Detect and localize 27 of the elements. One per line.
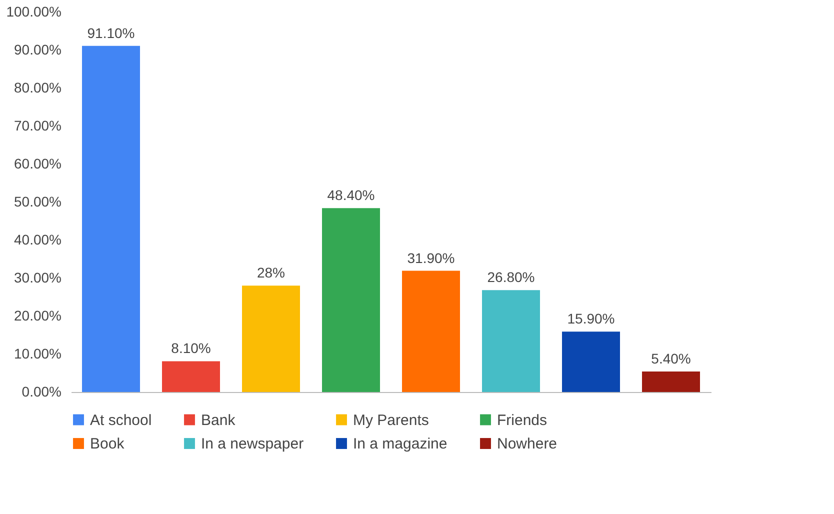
y-tick-label: 100.00% (6, 4, 62, 20)
y-tick-label: 60.00% (14, 156, 62, 172)
y-tick-label: 0.00% (22, 384, 62, 400)
legend-label: In a magazine (353, 436, 448, 452)
y-tick-label: 70.00% (14, 118, 62, 134)
data-label: 91.10% (87, 24, 135, 41)
data-label: 31.90% (407, 250, 455, 266)
y-tick-label: 30.00% (14, 270, 62, 286)
legend-label: Nowhere (497, 436, 558, 452)
legend-label: Book (90, 436, 125, 452)
y-tick-label: 80.00% (14, 80, 62, 96)
legend-label: Bank (201, 412, 236, 429)
legend-label: In a newspaper (201, 436, 304, 452)
y-tick-label: 10.00% (14, 346, 62, 362)
data-label: 5.40% (651, 350, 691, 366)
data-label: 48.40% (327, 187, 375, 204)
legend-label: At school (90, 412, 152, 429)
data-label: 8.10% (171, 340, 211, 356)
data-label: 15.90% (567, 310, 615, 327)
y-tick-label: 50.00% (14, 194, 62, 210)
data-label: 26.80% (487, 269, 535, 286)
legend-label: My Parents (353, 412, 429, 429)
y-tick-label: 20.00% (14, 308, 62, 324)
y-tick-label: 40.00% (14, 232, 62, 248)
y-tick-label: 90.00% (14, 42, 62, 58)
legend-label: Friends (497, 412, 548, 429)
data-label: 28% (256, 264, 286, 281)
